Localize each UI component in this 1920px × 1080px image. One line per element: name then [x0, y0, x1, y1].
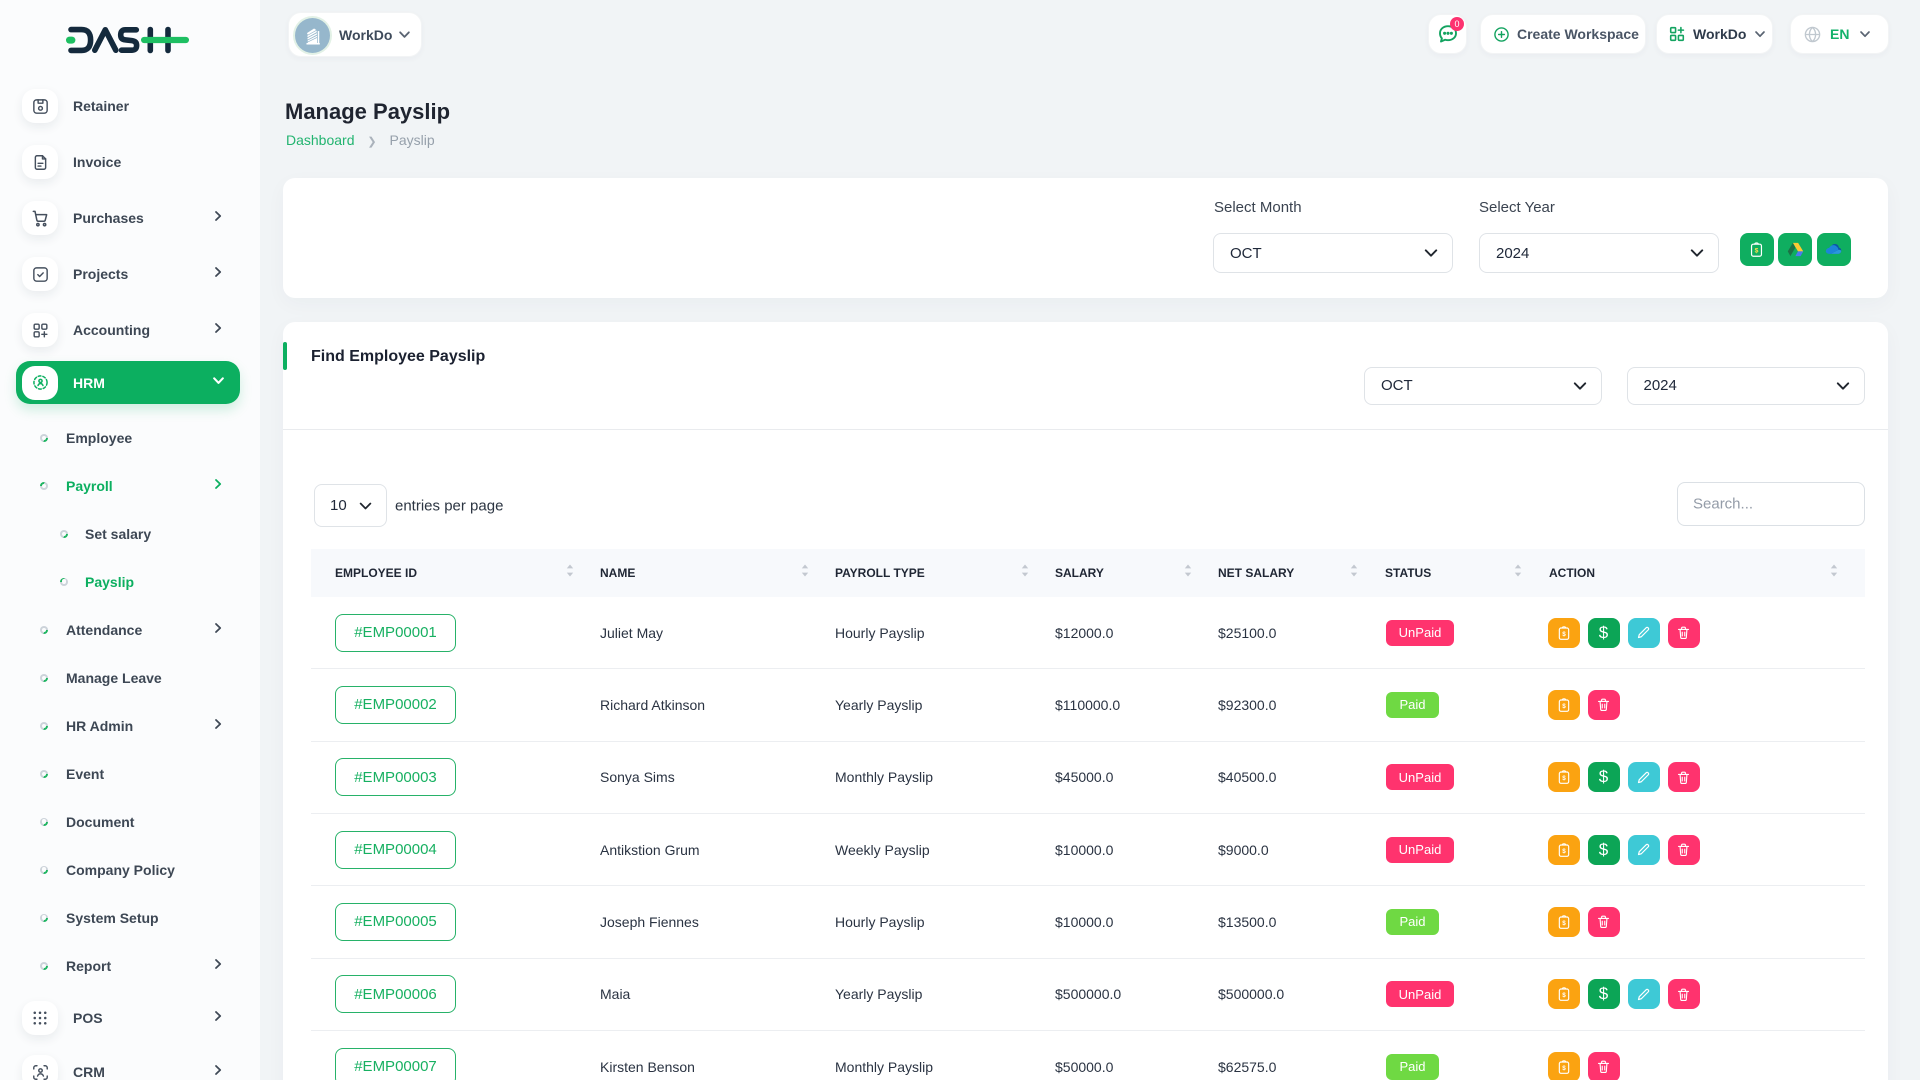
- svg-text:$: $: [1562, 703, 1566, 710]
- svg-text:$: $: [1562, 848, 1566, 855]
- svg-text:$: $: [1562, 920, 1566, 927]
- svg-text:$: $: [1562, 775, 1566, 782]
- svg-text:$: $: [1562, 992, 1566, 999]
- svg-text:$: $: [1562, 631, 1566, 638]
- svg-text:$: $: [1755, 248, 1759, 255]
- svg-text:$: $: [1562, 1065, 1566, 1072]
